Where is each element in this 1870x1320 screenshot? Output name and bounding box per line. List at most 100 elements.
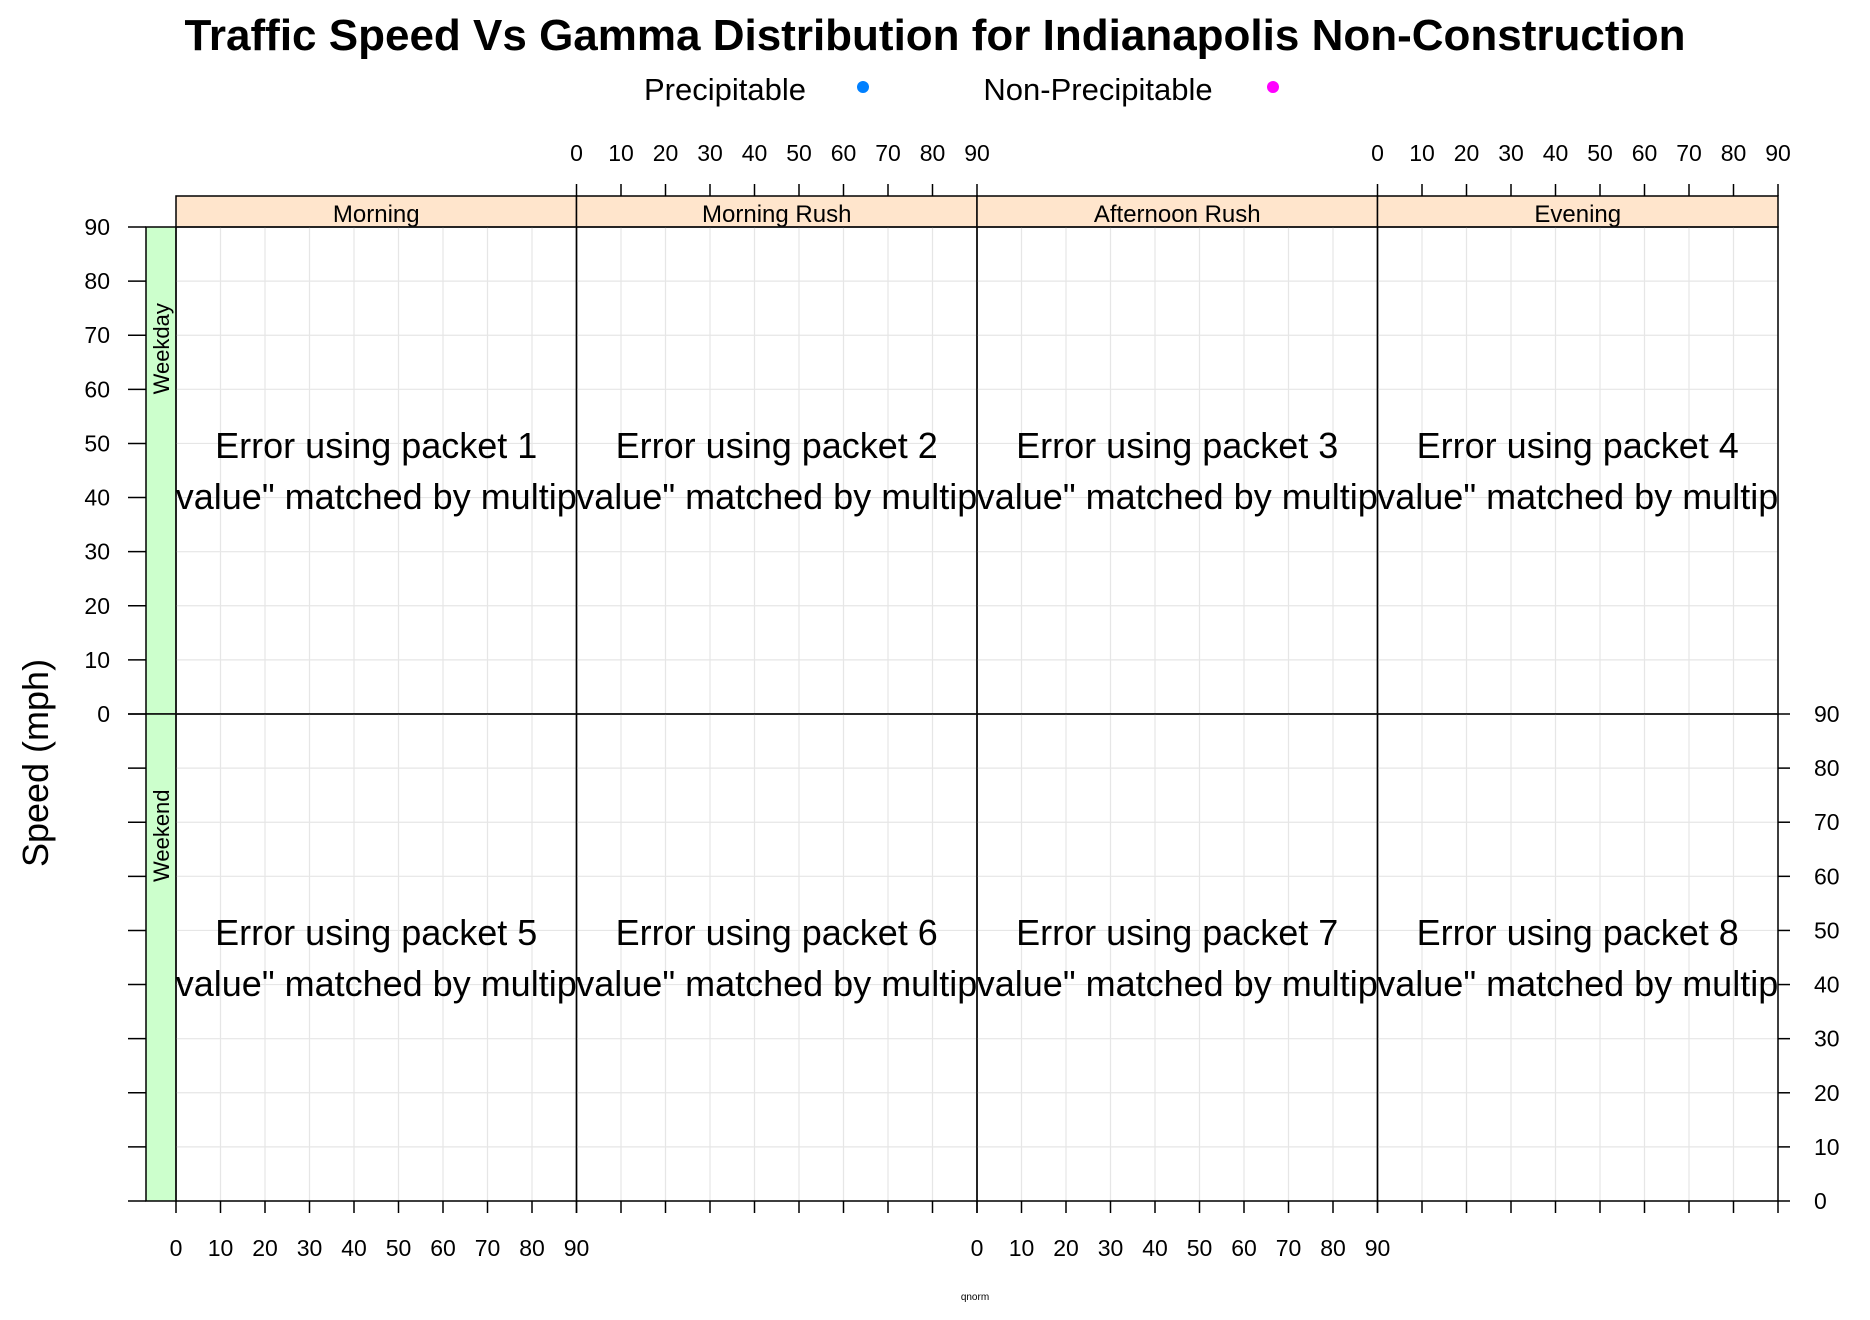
- panel-border: [575, 713, 978, 1202]
- y-tick-label: 30: [84, 539, 110, 565]
- panel-weekend-evening: Error using packet 8 value" matched by mu…: [1376, 713, 1779, 1202]
- y-tick-label: 50: [84, 430, 110, 456]
- panel-weekend-morning: Error using packet 5 value" matched by mu…: [175, 713, 578, 1202]
- y-tick-label: 10: [1814, 1134, 1840, 1160]
- x-tick-label: 10: [208, 1235, 234, 1261]
- legend-label-precipitable: Precipitable: [644, 72, 806, 107]
- panel-border: [976, 713, 1379, 1202]
- panel-error-line-2: value" matched by multip: [576, 476, 977, 517]
- panel-error-line-1: Error using packet 5: [215, 912, 537, 953]
- x-tick-label: 40: [1543, 140, 1569, 166]
- x-tick-label: 80: [519, 1235, 545, 1261]
- y-tick-label: 80: [84, 268, 110, 294]
- strip-evening: [1376, 195, 1779, 228]
- x-tick-label: 0: [170, 1235, 183, 1261]
- y-tick-label: 10: [84, 647, 110, 673]
- legend-marker-precipitable: [857, 81, 869, 93]
- y-tick-label: 40: [84, 485, 110, 511]
- x-tick-label: 20: [1053, 1235, 1079, 1261]
- y-tick-label: 90: [1814, 701, 1840, 727]
- x-tick-label: 50: [786, 140, 812, 166]
- panel-error-line-1: Error using packet 8: [1417, 912, 1739, 953]
- x-tick-label: 20: [1454, 140, 1480, 166]
- panel-weekend-afternoon-rush: Error using packet 7 value" matched by mu…: [976, 713, 1379, 1202]
- legend-label-non-precipitable: Non-Precipitable: [983, 72, 1212, 107]
- y-tick-label: 70: [1814, 809, 1840, 835]
- y-tick-label: 0: [1814, 1188, 1827, 1214]
- panel-border: [1376, 713, 1779, 1202]
- x-tick-label: 40: [341, 1235, 367, 1261]
- row-strip-label-weekday: Weekday: [149, 303, 174, 394]
- panel-weekday-morning: Error using packet 1 value" matched by mu…: [175, 226, 578, 715]
- x-tick-label: 30: [1098, 1235, 1124, 1261]
- x-tick-label: 10: [608, 140, 634, 166]
- panel-grid: Morning Morning Rush Afternoon Rush Evening…: [145, 195, 1779, 1202]
- y-tick-label: 30: [1814, 1026, 1840, 1052]
- x-tick-label: 80: [920, 140, 946, 166]
- y-tick-label: 0: [97, 701, 110, 727]
- x-tick-label: 50: [1187, 1235, 1213, 1261]
- x-tick-label: 70: [875, 140, 901, 166]
- strip-label-evening: Evening: [1534, 201, 1621, 228]
- panel-error-line-2: value" matched by multip: [977, 476, 1378, 517]
- y-tick-label: 50: [1814, 917, 1840, 943]
- panel-message: Error using packet 2 value" matched by mu…: [576, 425, 978, 517]
- x-tick-label: 70: [1276, 1235, 1302, 1261]
- x-tick-label: 0: [570, 140, 583, 166]
- panel-border: [976, 226, 1379, 715]
- panel-error-line-1: Error using packet 1: [215, 425, 537, 466]
- panel-error-line-2: value" matched by multip: [176, 476, 577, 517]
- x-tick-label: 40: [1142, 1235, 1168, 1261]
- x-tick-label: 20: [653, 140, 679, 166]
- panel-weekday-morning-rush: Error using packet 2 value" matched by mu…: [575, 226, 978, 715]
- row-strip-weekday: [145, 226, 177, 715]
- y-tick-label: 70: [84, 322, 110, 348]
- x-tick-label: 80: [1320, 1235, 1346, 1261]
- x-tick-label: 70: [1676, 140, 1702, 166]
- chart-title: Traffic Speed Vs Gamma Distribution for …: [184, 11, 1685, 60]
- x-tick-label: 30: [297, 1235, 323, 1261]
- panel-message: Error using packet 7 value" matched by mu…: [977, 912, 1378, 1004]
- strip-label-morning-rush: Morning Rush: [702, 201, 851, 228]
- x-tick-label: 0: [971, 1235, 984, 1261]
- panel-error-line-1: Error using packet 7: [1016, 912, 1338, 953]
- x-tick-label: 90: [964, 140, 990, 166]
- panel-error-line-2: value" matched by multip: [1377, 476, 1778, 517]
- panel-weekday-afternoon-rush: Error using packet 3 value" matched by mu…: [976, 226, 1379, 715]
- x-tick-label: 20: [252, 1235, 278, 1261]
- panel-error-line-1: Error using packet 3: [1016, 425, 1338, 466]
- x-tick-label: 30: [1498, 140, 1524, 166]
- y-tick-label: 90: [84, 214, 110, 240]
- x-tick-label: 90: [1365, 1235, 1391, 1261]
- strip-label-morning: Morning: [333, 201, 420, 228]
- panel-border: [175, 713, 578, 1202]
- y-axis-label: Speed (mph): [15, 659, 56, 867]
- x-axis-label: qnorm: [961, 1292, 989, 1303]
- legend-marker-non-precipitable: [1267, 81, 1279, 93]
- panel-error-line-2: value" matched by multip: [176, 963, 577, 1004]
- x-tick-label: 50: [1587, 140, 1613, 166]
- x-tick-label: 60: [831, 140, 857, 166]
- panel-message: Error using packet 5 value" matched by mu…: [176, 912, 577, 1004]
- y-tick-label: 80: [1814, 755, 1840, 781]
- x-tick-label: 90: [564, 1235, 590, 1261]
- panel-message: Error using packet 3 value" matched by mu…: [977, 425, 1378, 517]
- panel-border: [575, 226, 978, 715]
- panel-weekend-morning-rush: Error using packet 6 value" matched by mu…: [575, 713, 978, 1202]
- y-tick-label: 60: [84, 376, 110, 402]
- panel-message: Error using packet 4 value" matched by mu…: [1377, 425, 1779, 517]
- strip-label-afternoon-rush: Afternoon Rush: [1094, 201, 1261, 228]
- x-tick-label: 90: [1765, 140, 1791, 166]
- y-tick-label: 20: [84, 593, 110, 619]
- row-strip-weekend: [145, 713, 177, 1202]
- x-tick-label: 0: [1371, 140, 1384, 166]
- x-tick-label: 70: [475, 1235, 501, 1261]
- legend: Precipitable Non-Precipitable: [644, 72, 1279, 107]
- x-tick-label: 60: [1231, 1235, 1257, 1261]
- x-tick-label: 60: [430, 1235, 456, 1261]
- panel-border: [175, 226, 578, 715]
- y-tick-label: 40: [1814, 972, 1840, 998]
- panel-error-line-2: value" matched by multip: [576, 963, 977, 1004]
- panel-border: [1376, 226, 1779, 715]
